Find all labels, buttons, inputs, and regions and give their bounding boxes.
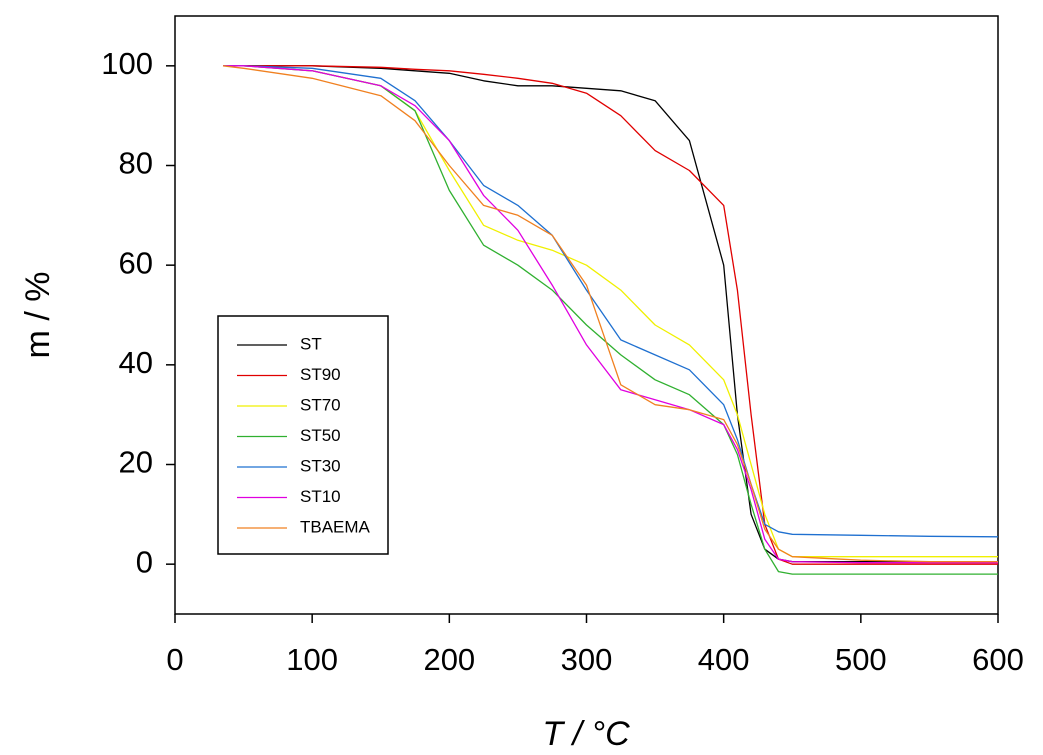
x-tick-label: 500 (835, 642, 887, 677)
x-tick-label: 0 (166, 642, 183, 677)
y-axis-title: m / % (19, 272, 57, 359)
x-tick-label: 100 (286, 642, 338, 677)
legend-label: TBAEMA (300, 517, 371, 536)
y-tick-label: 20 (119, 445, 153, 480)
series-line (222, 65, 998, 563)
legend-label: ST30 (300, 456, 341, 475)
y-tick-label: 0 (136, 544, 153, 579)
y-tick-label: 40 (119, 345, 153, 380)
legend-label: ST (300, 334, 322, 353)
legend-label: ST70 (300, 395, 341, 414)
legend-label: ST90 (300, 365, 341, 384)
x-tick-label: 400 (698, 642, 750, 677)
legend-box (217, 315, 389, 555)
y-tick-label: 100 (101, 46, 153, 81)
legend-label: ST50 (300, 426, 341, 445)
x-tick-label: 600 (972, 642, 1024, 677)
series-line (223, 65, 998, 565)
x-axis-title: T / °C (542, 715, 630, 753)
x-tick-label: 300 (561, 642, 613, 677)
series-line (223, 65, 999, 538)
series-line (223, 65, 998, 575)
y-tick-label: 80 (119, 146, 153, 181)
y-tick-label: 60 (119, 245, 153, 280)
x-tick-label: 200 (423, 642, 475, 677)
legend-label: ST10 (300, 487, 341, 506)
